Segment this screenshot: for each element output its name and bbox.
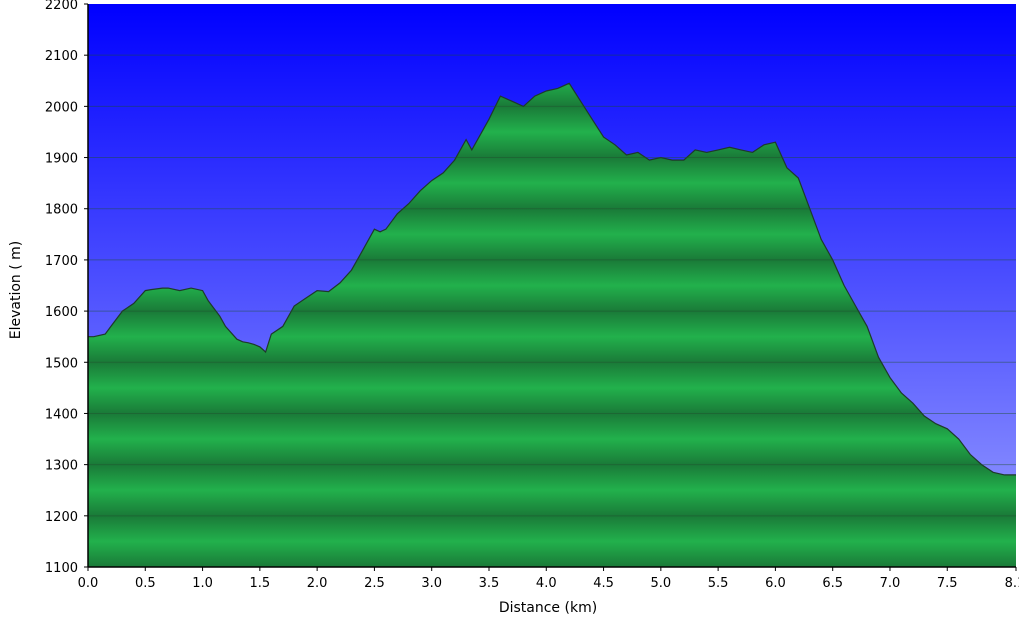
y-tick-label: 2000 [45, 100, 78, 115]
x-tick-label: 7.0 [880, 576, 901, 591]
y-tick-label: 2200 [45, 0, 78, 13]
x-tick-label: 3.0 [421, 576, 442, 591]
y-tick-label: 1200 [45, 510, 78, 525]
x-tick-label: 3.5 [479, 576, 500, 591]
y-tick-label: 1300 [45, 459, 78, 474]
y-tick-label: 2100 [45, 49, 78, 64]
y-axis-title: Elevation ( m) [8, 241, 24, 340]
x-tick-label: 2.5 [364, 576, 385, 591]
x-tick-label: 1.5 [250, 576, 271, 591]
x-tick-label: 1.0 [192, 576, 213, 591]
y-tick-label: 1900 [45, 152, 78, 167]
elevation-line [88, 82, 1016, 476]
y-tick-label: 1700 [45, 254, 78, 269]
x-tick-label: 4.0 [536, 576, 557, 591]
y-tick-label: 1500 [45, 356, 78, 371]
y-tick-label: 1600 [45, 305, 78, 320]
x-tick-label: 4.5 [593, 576, 614, 591]
x-tick-label: 8.1 [1005, 576, 1019, 591]
x-tick-label: 6.0 [765, 576, 786, 591]
y-tick-label: 1100 [45, 561, 78, 576]
y-tick-label: 1800 [45, 203, 78, 218]
y-tick-label: 1400 [45, 407, 78, 422]
x-tick-label: 5.0 [650, 576, 671, 591]
x-tick-label: 2.0 [307, 576, 328, 591]
x-axis-title: Distance (km) [499, 600, 597, 616]
x-tick-label: 6.5 [822, 576, 843, 591]
elevation-area [88, 83, 1016, 568]
x-tick-label: 0.5 [135, 576, 156, 591]
x-tick-label: 7.5 [937, 576, 958, 591]
x-tick-label: 0.0 [78, 576, 99, 591]
x-tick-label: 5.5 [708, 576, 729, 591]
